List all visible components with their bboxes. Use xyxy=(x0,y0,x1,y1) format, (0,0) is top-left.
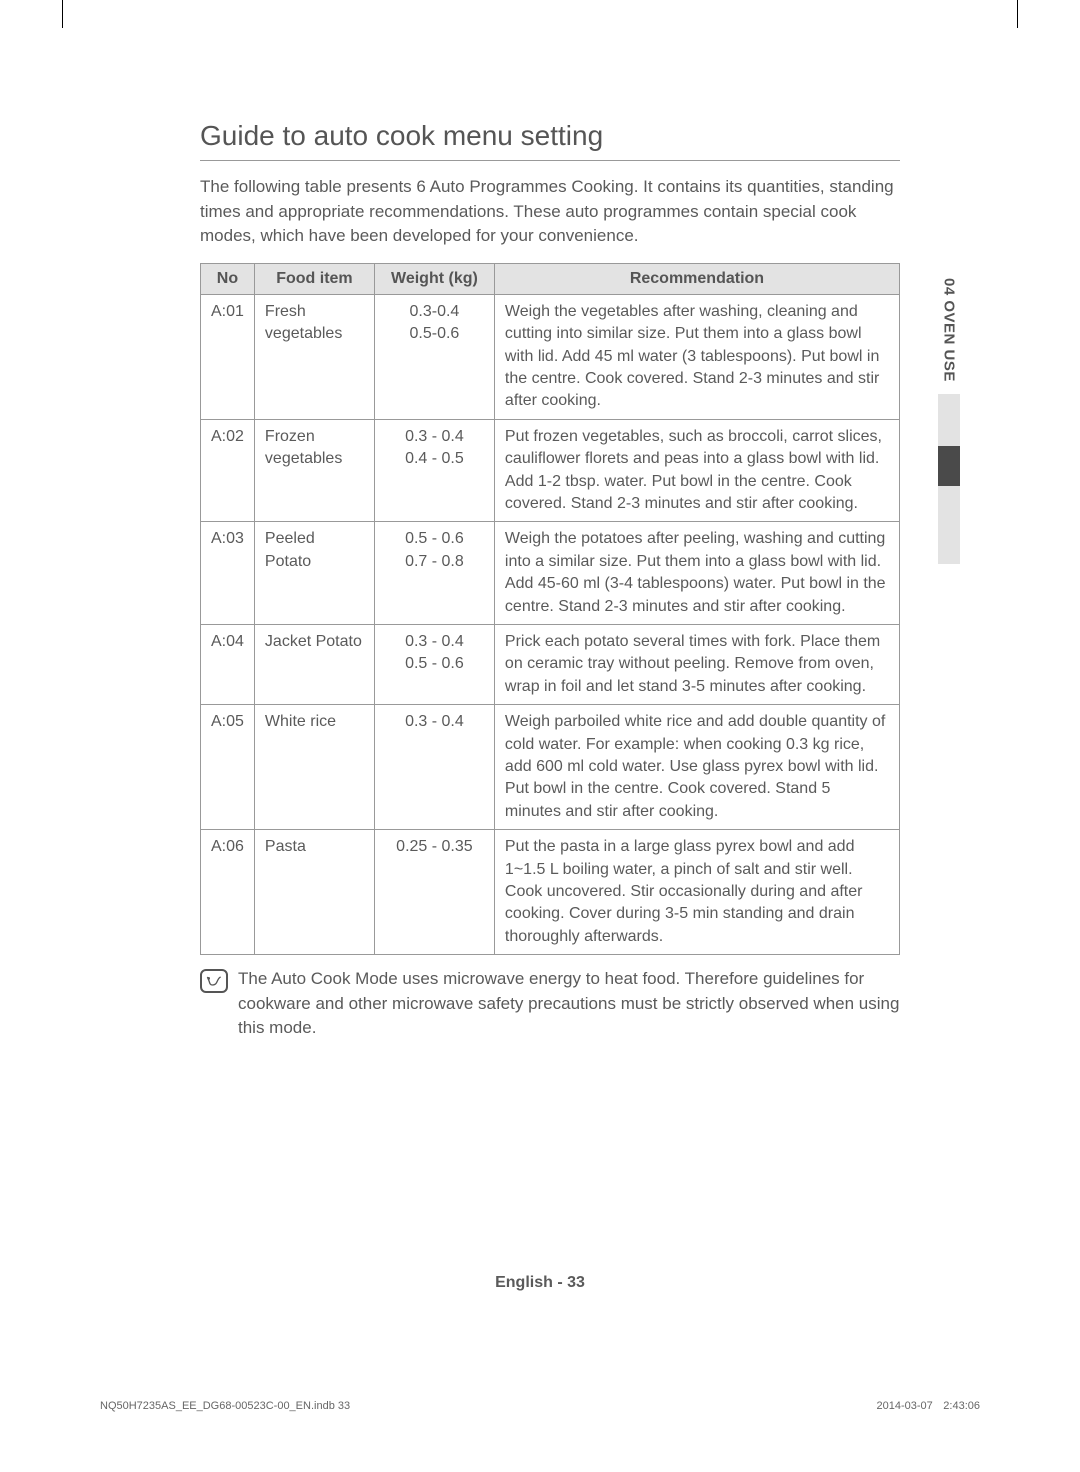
intro-text: The following table presents 6 Auto Prog… xyxy=(200,175,900,249)
side-tab: 04 OVEN USE xyxy=(938,278,960,564)
footer-left: NQ50H7235AS_EE_DG68-00523C-00_EN.indb 33 xyxy=(100,1400,350,1412)
section-title: Guide to auto cook menu setting xyxy=(200,120,900,161)
page-number-value: 33 xyxy=(567,1274,585,1291)
th-rec: Recommendation xyxy=(494,263,899,294)
cell-no: A:05 xyxy=(201,705,255,830)
cell-food: White rice xyxy=(254,705,374,830)
cell-food: Jacket Potato xyxy=(254,625,374,705)
cell-weight: 0.3 - 0.40.5 - 0.6 xyxy=(374,625,494,705)
page-number-label: English - xyxy=(495,1274,567,1291)
table-row: A:04Jacket Potato0.3 - 0.40.5 - 0.6Prick… xyxy=(201,625,900,705)
table-row: A:01Fresh vegetables0.3-0.40.5-0.6Weigh … xyxy=(201,294,900,419)
cell-recommendation: Put frozen vegetables, such as broccoli,… xyxy=(494,419,899,522)
note-row: The Auto Cook Mode uses microwave energy… xyxy=(200,967,900,1041)
side-tab-label: 04 OVEN USE xyxy=(941,278,958,382)
note-icon xyxy=(200,969,228,993)
cell-food: Frozen vegetables xyxy=(254,419,374,522)
cell-weight: 0.3-0.40.5-0.6 xyxy=(374,294,494,419)
cell-no: A:01 xyxy=(201,294,255,419)
cell-no: A:06 xyxy=(201,830,255,955)
th-no: No xyxy=(201,263,255,294)
cell-weight: 0.5 - 0.60.7 - 0.8 xyxy=(374,522,494,625)
cell-recommendation: Weigh parboiled white rice and add doubl… xyxy=(494,705,899,830)
th-weight: Weight (kg) xyxy=(374,263,494,294)
footer-right: 2014-03-07 2:43:06 xyxy=(877,1400,981,1412)
table-row: A:05White rice0.3 - 0.4Weigh parboiled w… xyxy=(201,705,900,830)
cell-weight: 0.3 - 0.40.4 - 0.5 xyxy=(374,419,494,522)
cell-recommendation: Prick each potato several times with for… xyxy=(494,625,899,705)
table-row: A:03Peeled Potato0.5 - 0.60.7 - 0.8Weigh… xyxy=(201,522,900,625)
auto-cook-table: No Food item Weight (kg) Recommendation … xyxy=(200,263,900,955)
cell-food: Pasta xyxy=(254,830,374,955)
cell-no: A:04 xyxy=(201,625,255,705)
cell-recommendation: Weigh the potatoes after peeling, washin… xyxy=(494,522,899,625)
side-tab-indicator xyxy=(938,394,960,564)
cell-weight: 0.25 - 0.35 xyxy=(374,830,494,955)
cell-recommendation: Weigh the vegetables after washing, clea… xyxy=(494,294,899,419)
cell-food: Fresh vegetables xyxy=(254,294,374,419)
th-food: Food item xyxy=(254,263,374,294)
auto-cook-tbody: A:01Fresh vegetables0.3-0.40.5-0.6Weigh … xyxy=(201,294,900,954)
cell-food: Peeled Potato xyxy=(254,522,374,625)
page-number: English - 33 xyxy=(0,1274,1080,1292)
cell-no: A:02 xyxy=(201,419,255,522)
cell-weight: 0.3 - 0.4 xyxy=(374,705,494,830)
side-tab-indicator-active xyxy=(938,446,960,486)
cell-no: A:03 xyxy=(201,522,255,625)
note-text: The Auto Cook Mode uses microwave energy… xyxy=(238,967,900,1041)
table-row: A:06Pasta0.25 - 0.35Put the pasta in a l… xyxy=(201,830,900,955)
page-content: Guide to auto cook menu setting The foll… xyxy=(0,0,1080,1041)
cell-recommendation: Put the pasta in a large glass pyrex bow… xyxy=(494,830,899,955)
table-row: A:02Frozen vegetables0.3 - 0.40.4 - 0.5P… xyxy=(201,419,900,522)
